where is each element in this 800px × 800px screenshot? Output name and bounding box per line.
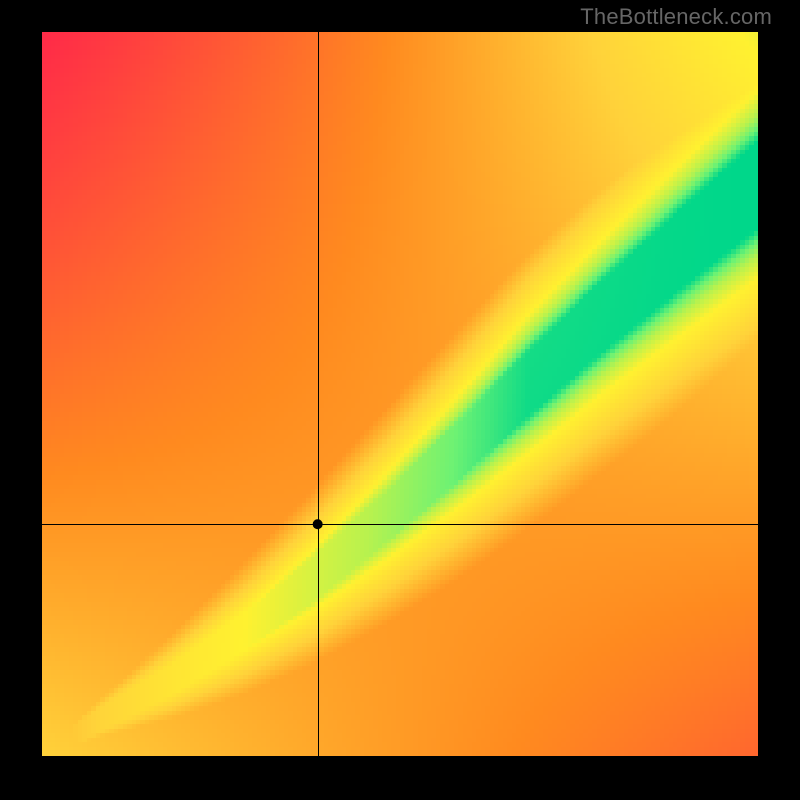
watermark-text: TheBottleneck.com <box>580 4 772 30</box>
bottleneck-heatmap <box>42 32 758 756</box>
plot-frame <box>42 32 758 756</box>
